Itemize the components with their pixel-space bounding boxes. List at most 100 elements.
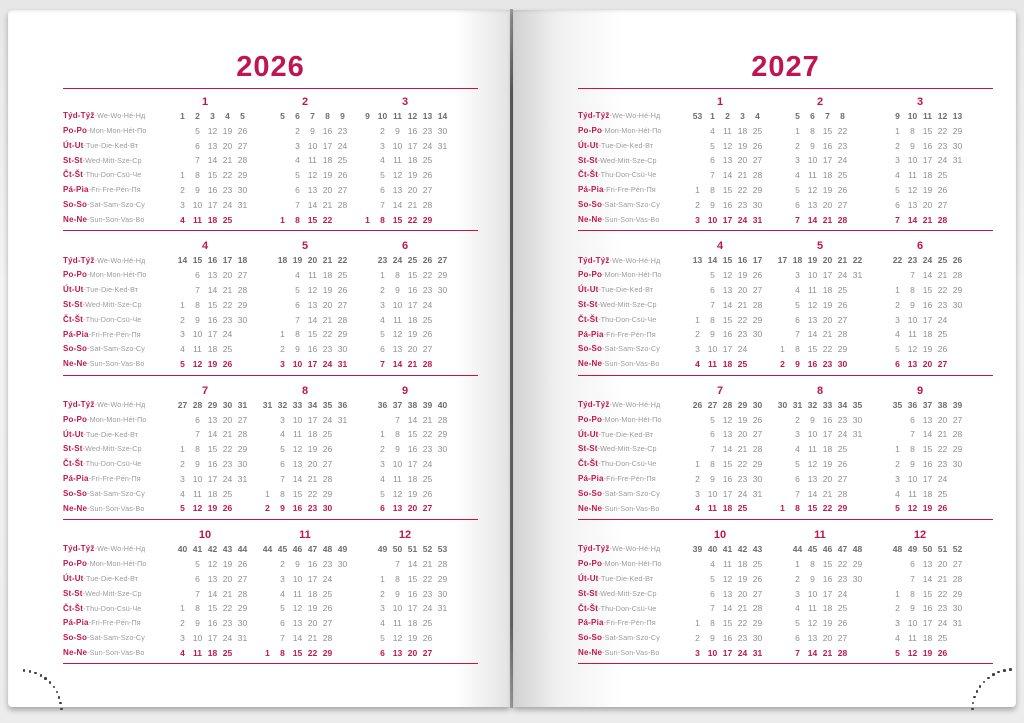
month-number: 11	[299, 529, 311, 542]
date-cell	[875, 604, 890, 613]
sunday-date-cell	[335, 504, 350, 513]
month-week-columns: 6 13 20 27	[360, 504, 450, 513]
row-label-friday-secondary: -Fri-Fre-Pén-Пя	[603, 618, 656, 628]
sunday-date-cell: 4	[180, 647, 185, 658]
date-cell: 5	[195, 125, 200, 136]
date-cell	[675, 634, 690, 643]
date-cell: 3	[695, 488, 700, 499]
month-week-columns: 4 11 18 25	[260, 590, 350, 599]
month-week-columns: 6 13 20 27	[875, 560, 965, 569]
date-cell: 23	[422, 285, 433, 295]
week-number-cell: 30	[222, 399, 233, 410]
month-week-columns: 4 11 18 25	[775, 604, 865, 613]
date-cell: 1	[180, 603, 185, 614]
date-cell: 28	[437, 558, 448, 569]
date-cell	[950, 171, 965, 180]
date-cell	[275, 286, 290, 295]
row-label-wednesday-primary: St-St	[578, 155, 598, 165]
date-cell: 25	[837, 170, 848, 181]
date-cell: 3	[895, 155, 900, 166]
date-cell: 22	[737, 618, 748, 629]
week-number-cell: 17	[777, 255, 788, 266]
date-cell	[690, 416, 705, 425]
date-cell: 28	[337, 199, 348, 210]
row-label-thursday-secondary: -Thu-Don-Csü-Че	[598, 459, 657, 469]
date-cell: 5	[710, 140, 715, 151]
sunday-date-cell: 25	[737, 358, 748, 369]
date-cell: 22	[307, 488, 318, 499]
sunday-date-cell	[875, 504, 890, 513]
row-label-tuesday-secondary: -Tue-Die-Ked-Вт	[83, 140, 139, 150]
date-cell	[850, 186, 865, 195]
sunday-date-cell: 18	[207, 214, 218, 225]
week-number-cell	[775, 545, 790, 554]
date-cell: 30	[437, 285, 448, 295]
month-week-columns: 4 11 18 25	[875, 490, 965, 499]
sunday-date-cell: 13	[907, 358, 918, 369]
date-cell: 7	[910, 429, 915, 440]
date-cell: 21	[737, 170, 748, 181]
row-label-week-secondary: -We-Wo-Hé-Нд	[94, 111, 146, 121]
date-cell	[260, 460, 275, 469]
date-cell: 14	[207, 429, 218, 440]
date-cell: 5	[795, 185, 800, 196]
sunday-date-cell	[675, 649, 690, 658]
row-label-tuesday-primary: Út-Ut	[63, 574, 84, 583]
week-number-cell	[360, 256, 375, 265]
sunday-date-cell	[360, 649, 375, 658]
date-cell: 27	[752, 429, 763, 440]
row-label-week: Týd-Týž-We-Wo-Hé-Нд	[63, 256, 160, 265]
sunday-date-cell: 26	[222, 358, 233, 369]
date-cell: 21	[222, 588, 233, 599]
row-label-friday: Pá-Pia-Fri-Fre-Pén-Пя	[578, 330, 675, 339]
day-row-thursday: Čt-Št-Thu-Don-Csü-Че 7 14 21 28 4 11 18 25 4 11 18 2…	[578, 168, 993, 183]
month-week-columns: 2 9 16 23 30	[160, 460, 250, 469]
date-cell: 21	[737, 603, 748, 614]
sunday-date-cell: 8	[280, 647, 285, 658]
date-cell: 15	[292, 488, 303, 499]
month-week-columns: 2 9 16 23 30	[160, 619, 250, 628]
week-number-cell: 6	[810, 111, 815, 122]
date-cell: 23	[337, 125, 348, 136]
month-week-columns: 4 11 18 25	[675, 504, 765, 513]
date-cell	[775, 560, 790, 569]
sunday-date-cell	[675, 360, 690, 369]
date-cell: 19	[922, 185, 933, 196]
row-label-tuesday-secondary: -Tue-Die-Ked-Вт	[598, 574, 654, 583]
date-cell: 9	[710, 632, 715, 643]
week-number-cell: 14	[707, 255, 718, 266]
date-cell: 2	[380, 444, 385, 455]
date-cell	[690, 156, 705, 165]
row-label-saturday-primary: So-So	[578, 344, 603, 354]
date-cell	[850, 127, 865, 136]
date-cell: 15	[307, 329, 318, 340]
date-cell: 1	[895, 285, 900, 295]
week-number-cell: 13	[952, 111, 963, 122]
row-label-monday-primary: Po-Po	[578, 559, 603, 569]
date-cell: 22	[937, 285, 948, 295]
date-cell	[160, 490, 175, 499]
sunday-date-cell	[435, 360, 450, 369]
date-cell: 29	[322, 488, 333, 499]
day-row-tuesday: Út-Ut-Tue-Die-Ked-Вт 6 13 20 27 3 10 17 24 1 8 15 22…	[63, 572, 478, 587]
row-label-tuesday-primary: Út-Ut	[578, 429, 599, 439]
row-label-week-secondary: -We-Wo-Hé-Нд	[609, 544, 661, 554]
date-cell: 15	[722, 618, 733, 629]
month-week-columns: 7 14 21 28	[775, 490, 865, 499]
day-row-thursday: Čt-Št-Thu-Don-Csü-Че 1 8 15 22 29 5 12 19 26 5 12 19…	[63, 168, 478, 183]
date-cell: 21	[322, 199, 333, 210]
date-cell	[850, 460, 865, 469]
row-label-sunday-secondary: -Sun-Son-Vas-Во	[602, 647, 660, 657]
month-number: 2	[816, 95, 824, 108]
date-cell	[335, 634, 350, 643]
date-cell: 19	[322, 170, 333, 181]
date-cell	[160, 634, 175, 643]
date-cell: 19	[222, 125, 233, 136]
day-row-sunday: Ne-Ne-Sun-Son-Vas-Во 4 11 18 25 1 8 15 22 29 6 13 20…	[63, 646, 478, 661]
row-label-sunday: Ne-Ne-Sun-Son-Vas-Во	[578, 215, 675, 224]
row-label-tuesday: Út-Ut-Tue-Die-Ked-Вт	[63, 286, 160, 294]
date-cell	[775, 127, 790, 136]
date-cell: 16	[407, 444, 418, 455]
